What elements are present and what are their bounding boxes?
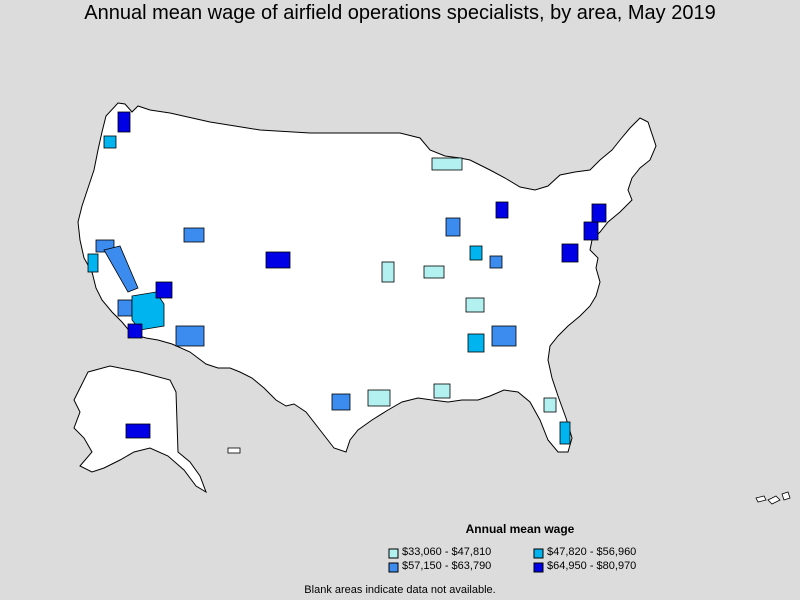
area-denver (265, 251, 291, 269)
legend-item-1: $33,060 - $47,810 (402, 546, 491, 558)
area-wichita (381, 261, 395, 283)
area-miami (559, 421, 571, 445)
blank-areas-note: Blank areas indicate data not available. (304, 584, 496, 596)
area-houston (367, 389, 391, 407)
area-birmingham (467, 333, 485, 353)
area-indianapolis (469, 245, 483, 261)
area-central-valley (103, 245, 139, 293)
area-cincinnati (489, 255, 503, 269)
area-san-antonio (331, 393, 351, 411)
area-new-orleans (433, 383, 451, 399)
legend-label-4: $64,950 - $80,970 (547, 560, 637, 572)
area-springfield-mo (423, 265, 445, 279)
legend-swatch-2 (533, 548, 544, 559)
area-philadelphia (583, 221, 599, 241)
legend-item-4: $64,950 - $80,970 (547, 560, 636, 572)
area-chicago (445, 217, 461, 237)
area-seattle (117, 111, 131, 133)
legend-item-2: $47,820 - $56,960 (547, 546, 636, 558)
area-new-york (591, 203, 607, 223)
area-phoenix (175, 325, 205, 347)
area-upper-michigan (431, 157, 463, 171)
area-salt-lake (183, 227, 205, 243)
legend-swatch-3 (388, 562, 399, 573)
area-bay-area (87, 253, 99, 273)
puerto-rico (227, 447, 241, 454)
area-detroit (495, 201, 509, 219)
map-title: Annual mean wage of airfield operations … (84, 2, 716, 24)
area-los-angeles (117, 299, 133, 317)
area-washington-dc (561, 243, 579, 263)
area-portland (103, 135, 117, 149)
area-orlando (543, 397, 557, 413)
area-atlanta (491, 325, 517, 347)
area-memphis (465, 297, 485, 313)
legend-label-1: $33,060 - $47,810 (402, 546, 492, 558)
area-san-diego (127, 323, 143, 339)
hawaii-islands (755, 491, 791, 505)
legend-title: Annual mean wage (465, 522, 575, 536)
legend-swatch-1 (388, 548, 399, 559)
legend-label-3: $57,150 - $63,790 (402, 560, 492, 572)
legend-swatch-4 (533, 562, 544, 573)
legend-item-3: $57,150 - $63,790 (402, 560, 491, 572)
area-anchorage (125, 423, 151, 439)
contiguous-us-outline (77, 102, 657, 453)
area-las-vegas (155, 281, 173, 299)
legend-label-2: $47,820 - $56,960 (547, 546, 637, 558)
